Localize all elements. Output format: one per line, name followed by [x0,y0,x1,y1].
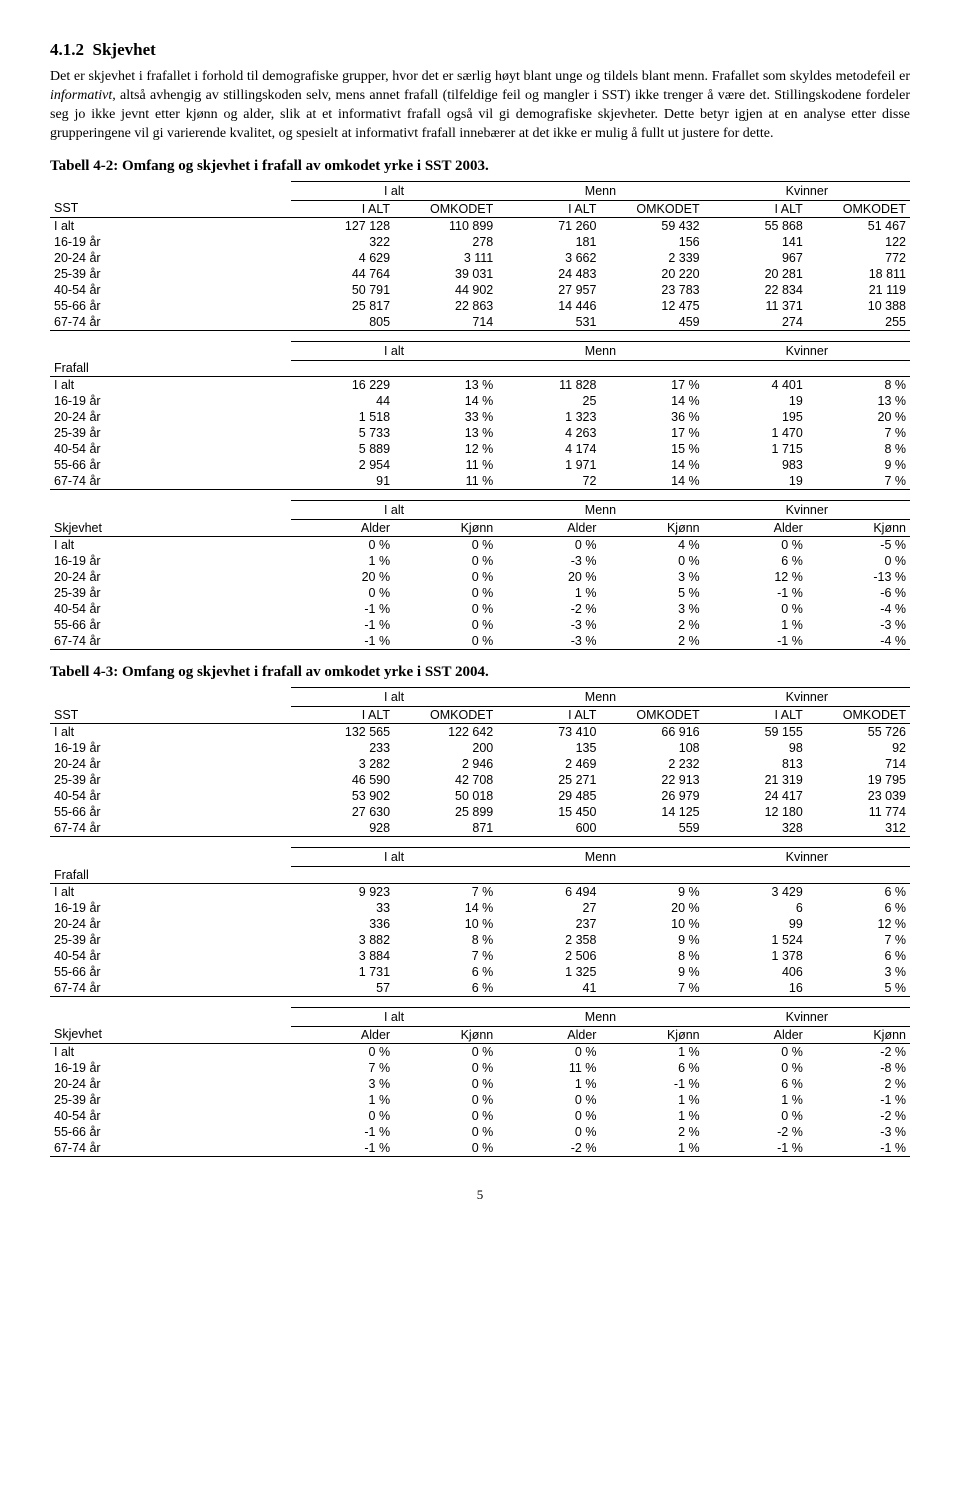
table-title-42: Tabell 4-2: Omfang og skjevhet i frafall… [50,158,910,175]
section-number: 4.1.2 [50,40,84,59]
body-text: Det er skjevhet i frafallet i forhold ti… [50,69,910,84]
section-title: Skjevhet [93,40,156,59]
table-42: I altMennKvinnerSSTI ALTOMKODETI ALTOMKO… [50,181,910,651]
table-title-43: Tabell 4-3: Omfang og skjevhet i frafall… [50,664,910,681]
body-italic: informativt [50,88,112,103]
table-43: I altMennKvinnerSSTI ALTOMKODETI ALTOMKO… [50,687,910,1157]
body-paragraph: Det er skjevhet i frafallet i forhold ti… [50,68,910,144]
section-heading: 4.1.2 Skjevhet [50,40,910,60]
page-number: 5 [50,1187,910,1203]
body-text: , altså avhengig av stillingskoden selv,… [50,88,910,141]
